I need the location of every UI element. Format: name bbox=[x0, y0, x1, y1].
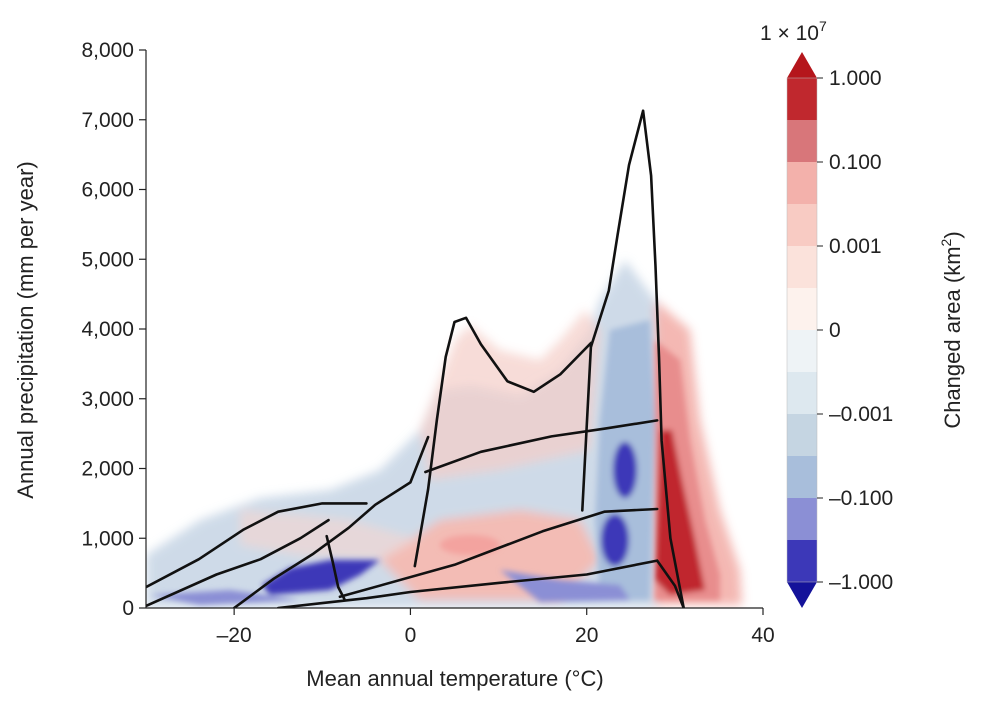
y-tick-label: 8,000 bbox=[81, 39, 134, 62]
colorbar-cell bbox=[787, 414, 817, 457]
colorbar-cell bbox=[787, 540, 817, 583]
colorbar-tick-label: 0 bbox=[829, 319, 841, 342]
x-tick-label: 40 bbox=[751, 624, 774, 647]
colorbar-scale-label: 1 × 107 bbox=[760, 18, 827, 45]
colorbar-label-close: ) bbox=[940, 231, 965, 238]
colorbar-cell bbox=[787, 456, 817, 499]
colorbar-scale-exponent: 7 bbox=[819, 18, 827, 34]
y-tick-label: 3,000 bbox=[81, 388, 134, 411]
biome-boundary-line-6 bbox=[338, 507, 659, 599]
y-tick-label: 6,000 bbox=[81, 179, 134, 202]
x-axis-label: Mean annual temperature (°C) bbox=[306, 666, 603, 691]
biome-boundary-line-2 bbox=[146, 518, 330, 608]
colorbar-cell bbox=[787, 372, 817, 415]
y-ticks: 0 1,000 2,000 3,000 4,000 5,000 6,000 7,000 8,00… bbox=[81, 39, 146, 620]
x-ticks: –20 0 20 40 bbox=[217, 608, 775, 647]
biome-boundary-line-9 bbox=[589, 109, 686, 608]
heatmap-shading bbox=[146, 260, 742, 608]
colorbar: 1.000 0.100 0.001 0 –0.001 –0.100 –1.000 1 × 1… bbox=[760, 18, 965, 608]
colorbar-ticks: 1.000 0.100 0.001 0 –0.001 –0.100 –1.000 bbox=[817, 67, 893, 594]
colorbar-label-sup: 2 bbox=[938, 238, 954, 246]
y-tick-label: 0 bbox=[122, 597, 134, 620]
colorbar-cell bbox=[787, 78, 817, 121]
biome-boundary-line-4 bbox=[325, 534, 346, 601]
axes: –20 0 20 40 0 1,000 2,000 3,000 4,000 5,000 6,000… bbox=[13, 39, 775, 691]
colorbar-extend-max bbox=[787, 52, 817, 78]
colorbar-tick-label: 1.000 bbox=[829, 67, 882, 90]
x-tick-label: 20 bbox=[575, 624, 598, 647]
colorbar-cell bbox=[787, 246, 817, 289]
colorbar-tick-label: –1.000 bbox=[829, 571, 893, 594]
colorbar-cell bbox=[787, 204, 817, 247]
colorbar-cell bbox=[787, 288, 817, 331]
y-tick-label: 2,000 bbox=[81, 458, 134, 481]
colorbar-label-main: Changed area (km bbox=[940, 246, 965, 428]
y-axis-label: Annual precipitation (mm per year) bbox=[13, 161, 38, 498]
biome-boundary-line-8 bbox=[424, 419, 659, 474]
biome-boundary-line-3 bbox=[232, 435, 430, 608]
colorbar-tick-label: –0.001 bbox=[829, 403, 893, 426]
colorbar-cells bbox=[787, 78, 817, 583]
y-tick-label: 4,000 bbox=[81, 318, 134, 341]
y-tick-label: 5,000 bbox=[81, 248, 134, 271]
biome-boundaries bbox=[146, 109, 686, 608]
colorbar-cell bbox=[787, 162, 817, 205]
y-tick-label: 7,000 bbox=[81, 109, 134, 132]
colorbar-tick-label: 0.100 bbox=[829, 151, 882, 174]
biome-boundary-line-5 bbox=[276, 559, 686, 608]
y-tick-label: 1,000 bbox=[81, 527, 134, 550]
x-tick-label: 0 bbox=[405, 624, 417, 647]
colorbar-cell bbox=[787, 498, 817, 541]
x-tick-label: –20 bbox=[217, 624, 252, 647]
colorbar-extend-min bbox=[787, 582, 817, 608]
biome-boundary-line-1 bbox=[146, 502, 368, 589]
colorbar-tick-label: –0.100 bbox=[829, 487, 893, 510]
colorbar-tick-label: 0.001 bbox=[829, 235, 882, 258]
colorbar-cell bbox=[787, 120, 817, 163]
colorbar-cell bbox=[787, 330, 817, 373]
colorbar-scale-base: 1 × 10 bbox=[760, 22, 819, 45]
colorbar-label: Changed area (km2) bbox=[938, 231, 965, 428]
